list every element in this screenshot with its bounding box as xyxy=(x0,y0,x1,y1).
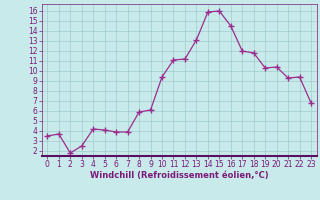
X-axis label: Windchill (Refroidissement éolien,°C): Windchill (Refroidissement éolien,°C) xyxy=(90,171,268,180)
